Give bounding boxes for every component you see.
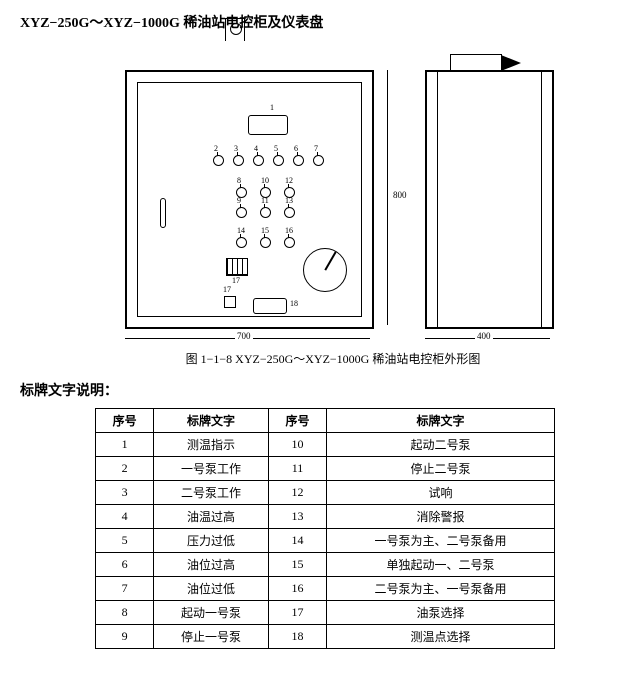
table-cell: 11 bbox=[268, 457, 326, 481]
spec-table: 序号标牌文字序号标牌文字 1测温指示10起动二号泵2一号泵工作11停止二号泵3二… bbox=[95, 408, 555, 649]
table-cell: 测温指示 bbox=[154, 433, 269, 457]
hinge-icon bbox=[225, 18, 245, 41]
page-title: XYZ−250G～XYZ−1000G 稀油站电控柜及仪表盘 bbox=[20, 12, 611, 32]
indicator-13 bbox=[284, 207, 295, 218]
cabinet-side-inner bbox=[437, 72, 542, 327]
table-cell: 12 bbox=[268, 481, 326, 505]
figure-area: 1 2345678101291113141516 17 18 17 bbox=[95, 40, 611, 370]
table-cell: 二号泵为主、一号泵备用 bbox=[327, 577, 555, 601]
table-cell: 停止二号泵 bbox=[327, 457, 555, 481]
indicator-15 bbox=[260, 237, 271, 248]
table-row: 2一号泵工作11停止二号泵 bbox=[96, 457, 555, 481]
table-cell: 2 bbox=[96, 457, 154, 481]
figure-caption: 图 1−1−8 XYZ−250G～XYZ−1000G 稀油站电控柜外形图 bbox=[95, 350, 571, 367]
table-cell: 6 bbox=[96, 553, 154, 577]
col-header: 序号 bbox=[96, 409, 154, 433]
table-cell: 油位过低 bbox=[154, 577, 269, 601]
table-cell: 14 bbox=[268, 529, 326, 553]
table-cell: 一号泵为主、二号泵备用 bbox=[327, 529, 555, 553]
label-12: 12 bbox=[285, 176, 293, 185]
table-cell: 3 bbox=[96, 481, 154, 505]
col-header: 标牌文字 bbox=[327, 409, 555, 433]
label-14: 14 bbox=[237, 226, 245, 235]
table-cell: 油温过高 bbox=[154, 505, 269, 529]
indicator-9 bbox=[236, 207, 247, 218]
label-13: 13 bbox=[285, 196, 293, 205]
table-row: 1测温指示10起动二号泵 bbox=[96, 433, 555, 457]
indicator-4 bbox=[253, 155, 264, 166]
cabinet-front: 1 2345678101291113141516 17 18 17 bbox=[125, 70, 374, 329]
section-title: 标牌文字说明： bbox=[20, 380, 611, 400]
cabinet-side bbox=[425, 70, 554, 329]
label-15: 15 bbox=[261, 226, 269, 235]
table-cell: 9 bbox=[96, 625, 154, 649]
indicator-3 bbox=[233, 155, 244, 166]
display-18 bbox=[253, 298, 287, 314]
table-row: 7油位过低16二号泵为主、一号泵备用 bbox=[96, 577, 555, 601]
label-18: 18 bbox=[290, 299, 298, 308]
label-sq17: 17 bbox=[232, 276, 240, 285]
dim-800-text: 800 bbox=[391, 190, 409, 200]
table-cell: 18 bbox=[268, 625, 326, 649]
table-cell: 油泵选择 bbox=[327, 601, 555, 625]
table-row: 3二号泵工作12试响 bbox=[96, 481, 555, 505]
label-1: 1 bbox=[270, 103, 274, 112]
table-cell: 起动一号泵 bbox=[154, 601, 269, 625]
display-1 bbox=[248, 115, 288, 135]
dim-800 bbox=[387, 70, 388, 325]
table-cell: 二号泵工作 bbox=[154, 481, 269, 505]
selector-knob bbox=[303, 248, 347, 292]
indicator-7 bbox=[313, 155, 324, 166]
indicator-11 bbox=[260, 207, 271, 218]
table-cell: 16 bbox=[268, 577, 326, 601]
table-cell: 1 bbox=[96, 433, 154, 457]
table-cell: 油位过高 bbox=[154, 553, 269, 577]
table-cell: 15 bbox=[268, 553, 326, 577]
table-row: 9停止一号泵18测温点选择 bbox=[96, 625, 555, 649]
indicator-14 bbox=[236, 237, 247, 248]
label-16: 16 bbox=[285, 226, 293, 235]
table-cell: 单独起动一、二号泵 bbox=[327, 553, 555, 577]
cabinet-front-panel: 1 2345678101291113141516 17 18 17 bbox=[137, 82, 362, 317]
table-row: 6油位过高15单独起动一、二号泵 bbox=[96, 553, 555, 577]
indicator-6 bbox=[293, 155, 304, 166]
table-cell: 10 bbox=[268, 433, 326, 457]
indicator-5 bbox=[273, 155, 284, 166]
indicator-16 bbox=[284, 237, 295, 248]
table-cell: 8 bbox=[96, 601, 154, 625]
dim-700-text: 700 bbox=[235, 331, 253, 341]
switch-17 bbox=[226, 258, 248, 276]
table-cell: 17 bbox=[268, 601, 326, 625]
table-cell: 消除警报 bbox=[327, 505, 555, 529]
table-cell: 压力过低 bbox=[154, 529, 269, 553]
dim-400-text: 400 bbox=[475, 331, 493, 341]
table-cell: 7 bbox=[96, 577, 154, 601]
switch-17b bbox=[224, 296, 236, 308]
label-17b: 17 bbox=[223, 285, 231, 294]
table-cell: 测温点选择 bbox=[327, 625, 555, 649]
table-row: 4油温过高13消除警报 bbox=[96, 505, 555, 529]
door-handle-icon bbox=[160, 198, 166, 228]
table-row: 5压力过低14一号泵为主、二号泵备用 bbox=[96, 529, 555, 553]
label-10: 10 bbox=[261, 176, 269, 185]
table-cell: 5 bbox=[96, 529, 154, 553]
table-cell: 停止一号泵 bbox=[154, 625, 269, 649]
col-header: 标牌文字 bbox=[154, 409, 269, 433]
table-cell: 13 bbox=[268, 505, 326, 529]
table-cell: 试响 bbox=[327, 481, 555, 505]
table-cell: 4 bbox=[96, 505, 154, 529]
table-row: 8起动一号泵17油泵选择 bbox=[96, 601, 555, 625]
indicator-2 bbox=[213, 155, 224, 166]
table-cell: 一号泵工作 bbox=[154, 457, 269, 481]
col-header: 序号 bbox=[268, 409, 326, 433]
table-cell: 起动二号泵 bbox=[327, 433, 555, 457]
